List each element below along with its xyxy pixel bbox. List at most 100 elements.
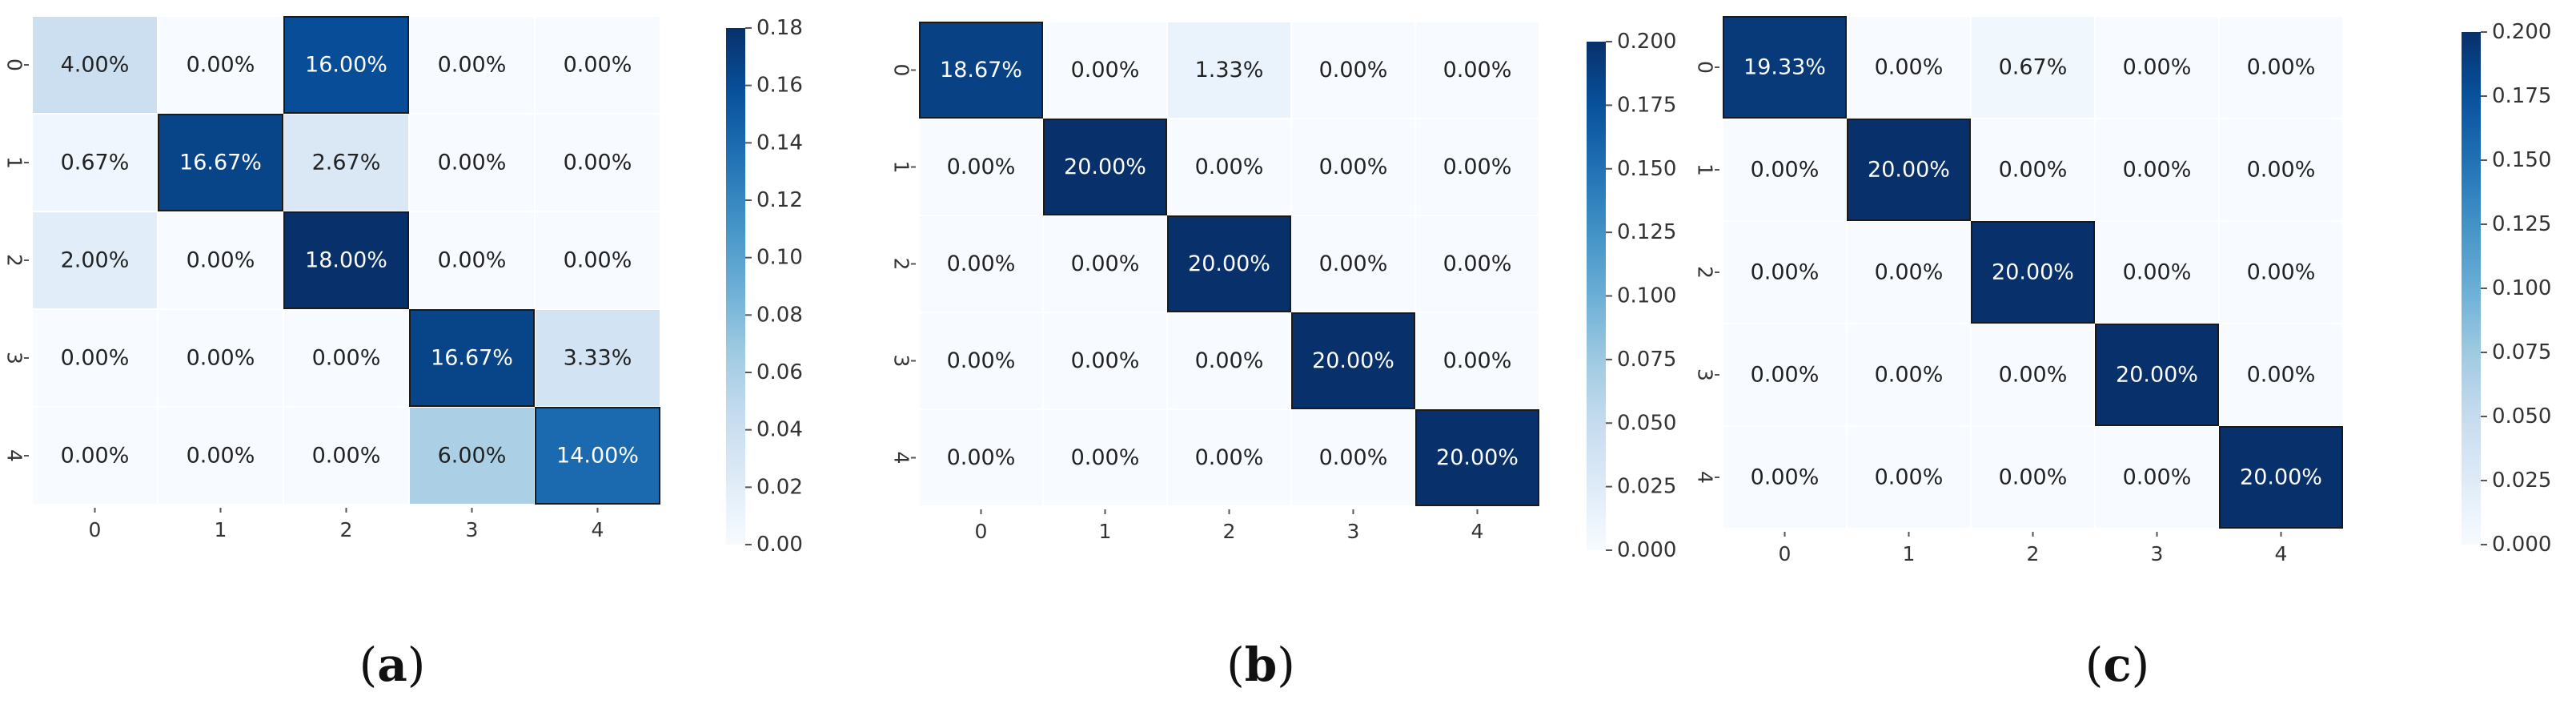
cell-label-b-4-1: 0.00% [1071,445,1140,470]
x-tick-label-c-0: 0 [1779,542,1792,565]
cell-label-a-0-4: 0.00% [564,53,632,78]
cell-label-b-1-4: 0.00% [1443,155,1512,179]
cell-label-a-3-3: 16.67% [431,346,513,371]
heatmap-cell-a-4-2 [283,406,410,505]
colorbar-tick-label-c-2: 0.050 [2492,404,2551,428]
cell-label-c-4-4: 20.00% [2240,465,2322,490]
cell-label-b-3-4: 0.00% [1443,348,1512,373]
colorbar-tick-label-a-0: 0.00 [756,533,803,557]
cell-label-c-4-1: 0.00% [1875,465,1944,490]
heatmap-cell-c-0-4 [2218,15,2344,119]
heatmap-cell-a-3-3 [408,308,536,408]
heatmap-cell-b-3-2 [1166,312,1292,410]
cell-label-b-1-3: 0.00% [1319,155,1388,179]
cell-label-a-4-0: 0.00% [61,444,130,469]
cell-label-a-4-1: 0.00% [187,444,255,469]
heatmap-cell-a-0-1 [157,15,284,115]
x-tick-label-b-1: 1 [1099,520,1112,543]
heatmap-cell-a-1-0 [31,113,158,212]
cell-label-b-1-0: 0.00% [947,155,1016,179]
heatmap-cell-c-2-1 [1846,220,1972,324]
y-tick-label-b-2: 2 [890,258,913,271]
y-tick-label-a-1: 1 [3,156,26,169]
y-tick-label-b-1: 1 [890,161,913,174]
cell-label-c-2-1: 0.00% [1875,260,1944,285]
heatmap-cell-c-2-2 [1970,220,2096,324]
cell-label-c-3-2: 0.00% [1999,363,2068,388]
cell-label-c-0-0: 19.33% [1743,55,1826,80]
heatmap-cell-a-3-0 [31,308,158,408]
colorbar-a [726,28,745,545]
y-tick-label-c-4: 4 [1694,471,1717,484]
cell-label-a-4-4: 14.00% [556,444,639,469]
heatmap-panel-a: 4.00% 0.00% 16.00% 0.00% 0.00%0.67% 16.67% 2.6… [3,15,803,692]
cell-label-b-3-2: 0.00% [1195,348,1264,373]
colorbar-tick-label-c-4: 0.100 [2492,276,2551,300]
cell-outline-a-4-4 [535,407,660,505]
cell-label-a-0-0: 4.00% [61,53,130,78]
heatmap-cell-b-3-0 [918,312,1044,410]
colorbar-tick-label-b-7: 0.175 [1617,93,1676,117]
cell-label-c-1-2: 0.00% [1999,158,2068,183]
cell-label-a-2-4: 0.00% [564,248,632,273]
x-tick-label-c-3: 3 [2151,542,2164,565]
y-tick-label-a-3: 3 [3,352,26,364]
heatmap-cell-c-3-4 [2218,323,2344,427]
cell-label-a-4-2: 0.00% [312,444,381,469]
cell-outline-b-2-2 [1167,215,1291,312]
x-tick-label-a-1: 1 [215,518,227,541]
heatmap-cell-a-1-4 [534,113,661,212]
heatmap-cell-c-2-4 [2218,220,2344,324]
cell-outline-b-4-4 [1415,409,1539,506]
heatmap-cell-c-4-1 [1846,425,1972,529]
cell-label-c-1-3: 0.00% [2123,158,2192,183]
cell-label-b-2-3: 0.00% [1319,251,1388,276]
heatmap-cell-c-0-3 [2094,15,2220,119]
cell-label-b-2-4: 0.00% [1443,251,1512,276]
colorbar-tick-label-c-8: 0.200 [2492,20,2551,44]
cell-label-a-3-4: 3.33% [564,346,632,371]
heatmap-cell-a-4-1 [157,406,284,505]
cell-label-b-1-1: 20.00% [1064,155,1146,179]
colorbar-tick-label-a-2: 0.04 [756,418,803,442]
colorbar-tick-label-c-1: 0.025 [2492,469,2551,493]
heatmap-cell-c-4-0 [1722,425,1848,529]
colorbar-tick-label-b-6: 0.150 [1617,157,1676,181]
cell-label-c-3-4: 0.00% [2247,363,2316,388]
colorbar-tick-label-b-0: 0.000 [1617,538,1676,562]
heatmap-cell-c-0-2 [1970,15,2096,119]
cell-label-c-4-0: 0.00% [1751,465,1820,490]
heatmap-cell-a-2-3 [408,211,536,310]
x-tick-label-b-4: 4 [1471,520,1484,543]
cell-label-a-0-1: 0.00% [187,53,255,78]
heatmap-cell-b-2-3 [1290,215,1416,313]
cell-label-b-4-2: 0.00% [1195,445,1264,470]
cell-label-c-2-0: 0.00% [1751,260,1820,285]
cell-label-c-0-4: 0.00% [2247,55,2316,80]
cell-label-c-4-3: 0.00% [2123,465,2192,490]
cell-outline-a-2-2 [283,211,409,309]
heatmap-cell-c-4-4 [2218,425,2344,529]
cell-label-c-3-0: 0.00% [1751,363,1820,388]
cell-label-b-2-2: 20.00% [1188,251,1270,276]
cell-label-c-3-3: 20.00% [2116,363,2198,388]
y-tick-label-a-4: 4 [3,449,26,462]
colorbar-tick-label-a-9: 0.18 [756,16,803,40]
cell-label-b-4-4: 20.00% [1436,445,1519,470]
heatmap-cell-c-2-0 [1722,220,1848,324]
colorbar-tick-label-c-5: 0.125 [2492,212,2551,236]
cell-label-c-0-3: 0.00% [2123,55,2192,80]
heatmap-cell-b-2-4 [1414,215,1540,313]
cell-label-a-2-2: 18.00% [305,248,387,273]
cell-label-a-4-3: 6.00% [438,444,507,469]
cell-outline-b-3-3 [1291,312,1415,409]
cell-label-a-3-0: 0.00% [61,346,130,371]
cell-label-b-4-0: 0.00% [947,445,1016,470]
heatmap-cell-a-4-4 [534,406,661,505]
colorbar-tick-label-b-3: 0.075 [1617,348,1676,372]
colorbar-c [2462,32,2481,545]
colorbar-tick-label-a-7: 0.14 [756,131,803,155]
cell-label-b-2-1: 0.00% [1071,251,1140,276]
colorbar-tick-label-b-1: 0.025 [1617,475,1676,499]
x-tick-label-c-2: 2 [2027,542,2040,565]
